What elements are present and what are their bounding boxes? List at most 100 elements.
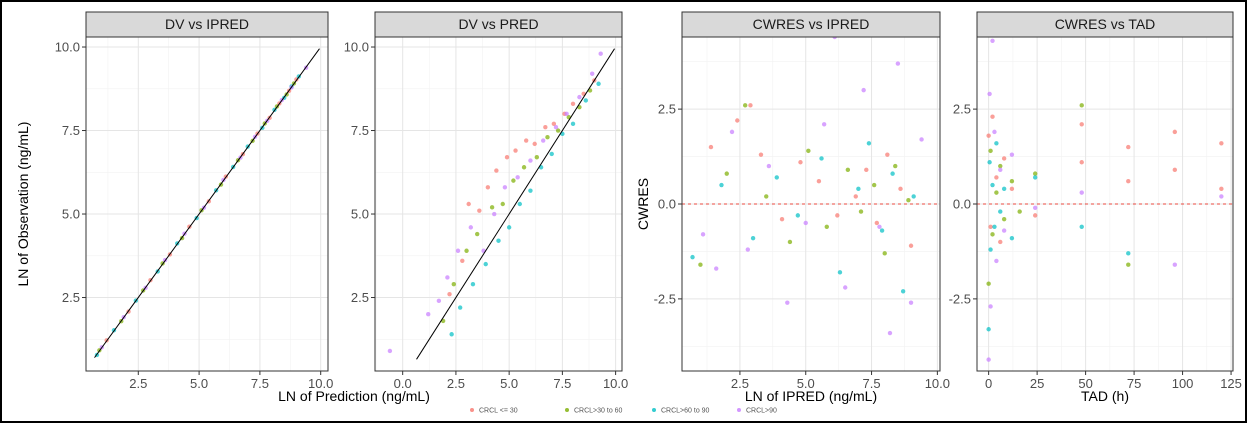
data-point (551, 121, 557, 127)
data-point (470, 281, 476, 287)
data-point (496, 238, 501, 243)
identity-line (416, 48, 615, 360)
y-tick-label: 7.5 (62, 123, 80, 138)
data-point (885, 152, 890, 157)
y-tick-label: 10.0 (344, 40, 369, 55)
data-point (387, 348, 393, 354)
data-point (745, 247, 751, 252)
data-point (449, 332, 454, 337)
data-point (853, 194, 858, 199)
y-tick-label: -2.5 (949, 291, 971, 306)
data-point (1032, 205, 1038, 210)
data-point (988, 247, 993, 252)
data-point (824, 224, 829, 229)
data-point (816, 179, 822, 184)
data-point (798, 160, 803, 165)
y-tick-label: -2.5 (654, 291, 676, 306)
data-point (843, 285, 848, 290)
x-tick-label: 10.0 (603, 376, 628, 391)
data-point (729, 129, 735, 135)
y-tick-label: 10.0 (55, 40, 80, 55)
data-point (1009, 235, 1015, 241)
facet-strip-title: CWRES vs TAD (1055, 16, 1156, 32)
data-point (489, 205, 495, 210)
data-point (871, 182, 877, 188)
data-point (856, 186, 861, 192)
data-point (987, 91, 992, 97)
data-point (994, 141, 999, 146)
data-point (1219, 186, 1224, 192)
data-point (882, 251, 887, 256)
x-tick-label: 5.0 (190, 376, 208, 391)
data-point (898, 186, 903, 192)
data-point (803, 220, 808, 226)
data-point (534, 155, 540, 160)
x-tick-label: 0 (985, 376, 992, 391)
data-point (837, 270, 843, 275)
data-point (455, 248, 461, 253)
data-point (990, 38, 995, 43)
legend-key (565, 408, 569, 412)
data-point (861, 87, 866, 93)
legend-key (652, 408, 656, 412)
data-point (779, 216, 785, 222)
facet-strip (681, 11, 941, 38)
x-tick-label: 2.5 (447, 376, 465, 391)
data-point (990, 232, 995, 237)
data-point (845, 167, 851, 173)
data-point (895, 61, 901, 66)
data-point (877, 224, 882, 229)
data-point (528, 188, 533, 193)
x-axis-title: LN of Prediction (ng/mL) (278, 388, 430, 404)
data-point (890, 171, 895, 176)
data-point (564, 111, 569, 117)
x-tick-label: 100 (1172, 376, 1194, 391)
x-tick-label: 7.5 (251, 376, 269, 391)
data-point (1126, 262, 1131, 267)
data-point (819, 156, 824, 161)
data-point (1001, 156, 1007, 161)
data-point (1172, 167, 1178, 173)
data-point (570, 101, 576, 107)
data-point (555, 128, 561, 133)
x-axis-title: LN of IPRED (ng/mL) (745, 388, 877, 404)
data-point (1219, 141, 1224, 146)
data-point (451, 281, 456, 287)
data-point (1032, 213, 1038, 218)
data-point (436, 298, 442, 304)
data-point (464, 248, 469, 253)
y-tick-label: 2.5 (658, 102, 676, 117)
data-point (500, 201, 505, 207)
data-point (1032, 175, 1038, 180)
y-tick-label: 2.5 (953, 102, 971, 117)
data-point (992, 129, 997, 135)
data-point (998, 239, 1003, 245)
data-point (986, 133, 991, 138)
y-tick-label: 0.0 (953, 197, 971, 212)
data-point (1126, 179, 1131, 184)
legend-key (470, 408, 474, 412)
data-point (742, 103, 748, 108)
data-point (864, 167, 869, 173)
y-tick-label: 2.5 (62, 290, 80, 305)
data-point (858, 209, 864, 214)
data-point (900, 289, 906, 294)
data-point (502, 185, 508, 190)
y-tick-label: 5.0 (351, 207, 369, 222)
data-point (893, 163, 898, 169)
data-point (457, 305, 463, 310)
legend-label: CRCL <= 30 (479, 408, 518, 415)
data-point (577, 94, 582, 100)
data-point (698, 262, 703, 267)
data-point (998, 167, 1003, 173)
data-point (908, 243, 914, 248)
data-point (1001, 228, 1007, 233)
data-point (494, 168, 499, 173)
data-point (477, 208, 482, 213)
data-point (987, 160, 992, 165)
data-point (806, 148, 811, 154)
data-point (766, 163, 772, 169)
x-tick-label: 75 (1127, 376, 1141, 391)
data-point (998, 209, 1003, 214)
